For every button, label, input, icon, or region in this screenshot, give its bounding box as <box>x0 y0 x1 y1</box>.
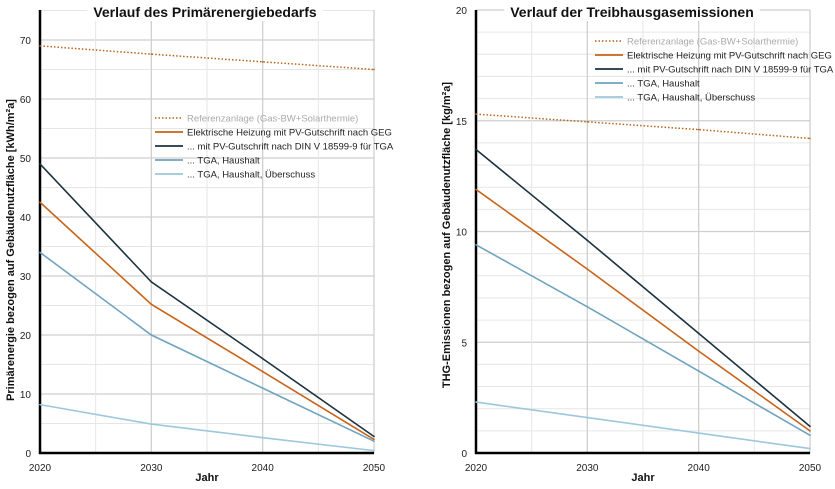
data-point <box>697 350 700 352</box>
data-point <box>809 430 811 432</box>
series-line-5 <box>475 401 811 450</box>
data-point <box>150 334 153 336</box>
data-point <box>809 425 811 428</box>
y-tick-label: 60 <box>20 95 32 106</box>
chart-title: Verlauf der Treibhausgasemissionen <box>510 4 754 20</box>
data-point <box>475 148 477 151</box>
y-tick-label: 5 <box>461 338 467 349</box>
data-point <box>261 357 264 360</box>
x-axis-label: Jahr <box>631 472 655 484</box>
data-point <box>373 449 375 452</box>
data-point <box>697 128 700 131</box>
x-tick-label: 2040 <box>252 463 275 474</box>
data-point <box>39 201 41 204</box>
data-point <box>39 403 41 406</box>
x-tick-label: 2050 <box>799 463 822 474</box>
y-tick-label: 70 <box>20 36 32 47</box>
legend-label: Elektrische Heizung mit PV-Gutschrift na… <box>627 51 832 62</box>
y-axis-label: THG-Emissionen bezogen auf Gebäudenutzfl… <box>441 82 453 389</box>
y-tick-label: 40 <box>20 213 32 224</box>
chart-1: Verlauf des Primärenergiebedarfs01020304… <box>5 3 394 484</box>
title-background <box>504 3 760 21</box>
data-point <box>39 163 41 165</box>
data-point <box>586 416 589 419</box>
x-tick-label: 2050 <box>363 463 386 474</box>
series-line-4 <box>39 251 375 442</box>
data-point <box>697 370 700 372</box>
data-point <box>809 447 811 450</box>
series-line-2 <box>39 201 375 441</box>
data-point <box>475 113 477 115</box>
data-point <box>261 370 264 373</box>
data-point <box>150 303 153 306</box>
x-tick-label: 2020 <box>29 463 52 474</box>
y-axis-label: Primärenergie bezogen auf Gebäudenutzflä… <box>5 99 17 401</box>
data-point <box>373 438 375 441</box>
legend-label: Elektrische Heizung mit PV-Gutschrift na… <box>187 128 392 139</box>
data-point <box>697 432 700 434</box>
y-tick-label: 50 <box>20 154 32 165</box>
chart-2: Verlauf der Treibhausgasemissionen 0 5 10 15… <box>441 3 834 484</box>
y-tick-label: 20 <box>20 331 32 342</box>
x-axis-label: Jahr <box>195 472 219 484</box>
data-point <box>261 61 264 63</box>
data-point <box>586 306 589 308</box>
data-point <box>475 188 477 191</box>
data-point <box>697 332 700 335</box>
data-point <box>475 243 477 246</box>
chart-title: Verlauf des Primärenergiebedarfs <box>93 4 317 20</box>
x-tick-label: 2020 <box>465 463 488 474</box>
data-point <box>373 440 375 443</box>
data-point <box>809 434 811 437</box>
x-tick-label: 2030 <box>576 463 599 474</box>
data-point <box>373 68 375 71</box>
legend-label: ... TGA, Haushalt, Überschuss <box>187 170 315 181</box>
legend-label: ... mit PV-Gutschrift nach DIN V 18599-9… <box>187 142 394 153</box>
series-line-3 <box>39 163 375 438</box>
legend-label: ... TGA, Haushalt, Überschuss <box>627 93 755 104</box>
data-point <box>261 387 264 389</box>
legend-label: ... TGA, Haushalt <box>187 156 260 167</box>
y-tick-label: 15 <box>456 117 468 128</box>
data-point <box>150 423 153 425</box>
x-tick-label: 2040 <box>688 463 711 474</box>
legend-label: ... TGA, Haushalt <box>627 79 700 90</box>
legend-label: ... mit PV-Gutschrift nach DIN V 18599-9… <box>627 65 834 76</box>
y-tick-label: 0 <box>461 449 467 460</box>
series-line-2 <box>475 188 811 432</box>
data-point <box>475 401 477 403</box>
data-point <box>39 251 41 254</box>
x-tick-label: 2030 <box>140 463 163 474</box>
legend-label: Referenzanlage (Gas-BW+Solarthermie) <box>627 37 798 48</box>
data-point <box>261 436 264 439</box>
legend-label: Referenzanlage (Gas-BW+Solarthermie) <box>187 114 358 125</box>
data-point <box>586 121 589 123</box>
y-tick-label: 20 <box>456 6 468 17</box>
data-point <box>150 281 153 283</box>
data-point <box>809 137 811 140</box>
data-point <box>586 268 589 270</box>
y-tick-label: 10 <box>20 390 32 401</box>
title-background <box>87 3 323 21</box>
data-point <box>39 45 41 47</box>
data-point <box>373 435 375 438</box>
y-tick-label: 30 <box>20 272 32 283</box>
series-line-5 <box>39 403 375 452</box>
data-point <box>150 53 153 55</box>
y-tick-label: 10 <box>456 228 468 239</box>
data-point <box>586 239 589 242</box>
series-line-4 <box>475 244 811 436</box>
series-line-3 <box>475 148 811 428</box>
y-tick-label: 0 <box>25 449 31 460</box>
